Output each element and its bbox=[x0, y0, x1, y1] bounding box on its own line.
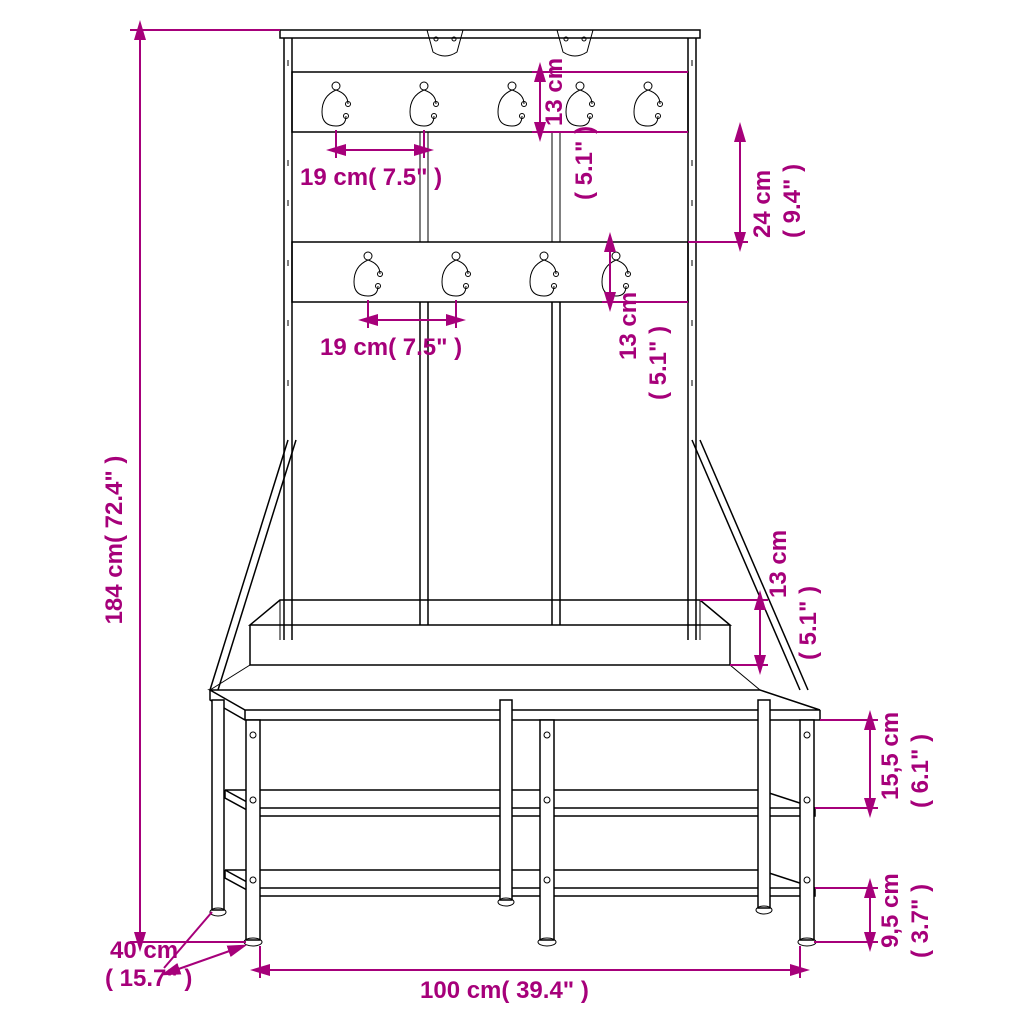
svg-text:13 cm: 13 cm bbox=[765, 530, 792, 598]
dim-backrest-cm: 13 cm bbox=[765, 530, 792, 598]
dim-hook-bot-cm: 19 cm bbox=[320, 334, 388, 361]
dim-backrest-in: 5.1" bbox=[795, 601, 822, 646]
dim-shelf-gap-in: 6.1" bbox=[907, 749, 934, 794]
svg-text:100 cm( 39.4" ): 100 cm( 39.4" ) bbox=[420, 977, 589, 1004]
svg-text:13 cm: 13 cm bbox=[541, 58, 568, 126]
dim-depth-cm: 40 cm bbox=[110, 937, 178, 964]
dim-rail-bot-cm: 13 cm bbox=[615, 292, 642, 360]
dim-rail-top-in: 5.1" bbox=[571, 141, 598, 186]
svg-text:( 5.1" ): ( 5.1" ) bbox=[571, 126, 598, 200]
dim-total-height-cm: 184 cm bbox=[101, 543, 128, 624]
dim-hook-bot-in: 7.5" bbox=[403, 334, 448, 361]
dim-rail-gap-cm: 24 cm bbox=[749, 170, 776, 238]
dim-hook-top-cm: 19 cm bbox=[300, 164, 368, 191]
svg-text:184 cm( 72.4" ): 184 cm( 72.4" ) bbox=[101, 456, 128, 625]
dim-depth-in: 15.7" bbox=[120, 965, 178, 992]
dim-rail-gap-in: 9.4" bbox=[779, 179, 806, 224]
dim-hook-top-in: 7.5" bbox=[383, 164, 428, 191]
svg-text:( 6.1" ): ( 6.1" ) bbox=[907, 734, 934, 808]
dim-foot-cm: 9,5 cm bbox=[877, 873, 904, 948]
dimension-diagram: 184 cm( 72.4" ) 40 cm ( 15.7" ) 100 cm( … bbox=[0, 0, 1024, 1024]
dim-total-height-in: 72.4" bbox=[101, 470, 128, 528]
dim-foot-in: 3.7" bbox=[907, 899, 934, 944]
svg-text:( 3.7" ): ( 3.7" ) bbox=[907, 884, 934, 958]
svg-text:( 9.4" ): ( 9.4" ) bbox=[779, 164, 806, 238]
svg-text:24 cm: 24 cm bbox=[749, 170, 776, 238]
dim-shelf-gap-cm: 15,5 cm bbox=[877, 712, 904, 800]
dim-width-in: 39.4" bbox=[516, 977, 574, 1004]
svg-text:( 5.1" ): ( 5.1" ) bbox=[795, 586, 822, 660]
svg-text:( 15.7" ): ( 15.7" ) bbox=[105, 965, 192, 992]
dim-rail-bot-in: 5.1" bbox=[645, 341, 672, 386]
svg-text:9,5 cm: 9,5 cm bbox=[877, 873, 904, 948]
svg-text:13 cm: 13 cm bbox=[615, 292, 642, 360]
svg-text:19 cm( 7.5" ): 19 cm( 7.5" ) bbox=[320, 334, 462, 361]
dim-width-cm: 100 cm bbox=[420, 977, 501, 1004]
dim-rail-top-cm: 13 cm bbox=[541, 58, 568, 126]
svg-text:19 cm( 7.5" ): 19 cm( 7.5" ) bbox=[300, 164, 442, 191]
svg-text:( 5.1" ): ( 5.1" ) bbox=[645, 326, 672, 400]
svg-text:15,5 cm: 15,5 cm bbox=[877, 712, 904, 800]
